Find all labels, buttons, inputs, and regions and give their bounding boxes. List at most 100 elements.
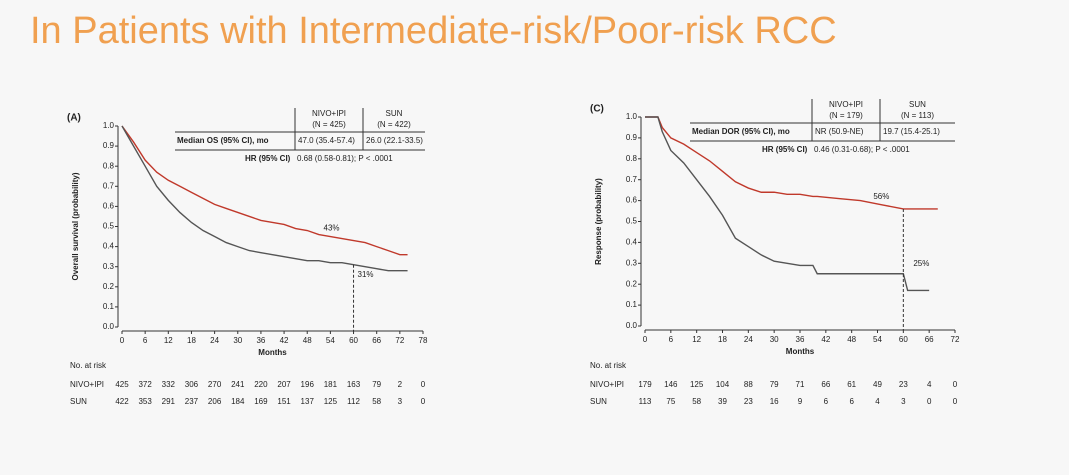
y-tick-label: 0.9 — [103, 141, 115, 150]
x-tick-label: 48 — [847, 335, 856, 344]
y-tick-label: 0.2 — [103, 282, 115, 291]
x-tick-label: 60 — [349, 336, 358, 345]
table-cell: 26.0 (22.1-33.5) — [366, 136, 423, 145]
y-tick-label: 0.8 — [103, 161, 115, 170]
at-risk-value: 241 — [231, 380, 245, 389]
at-risk-value: 39 — [718, 397, 727, 406]
at-risk-name: SUN — [590, 397, 607, 406]
table-cell: 47.0 (35.4-57.4) — [298, 136, 355, 145]
at-risk-value: 58 — [372, 397, 381, 406]
at-risk-value: 169 — [254, 397, 268, 406]
hr-text: 0.46 (0.31-0.68); P < .0001 — [814, 145, 910, 154]
x-tick-label: 42 — [821, 335, 830, 344]
x-tick-label: 12 — [164, 336, 173, 345]
x-tick-label: 72 — [951, 335, 960, 344]
x-axis-label: Months — [786, 347, 815, 356]
at-risk-name: NIVO+IPI — [70, 380, 104, 389]
y-tick-label: 0.3 — [626, 258, 638, 267]
at-risk-value: 163 — [347, 380, 361, 389]
x-tick-label: 42 — [280, 336, 289, 345]
table-cell: 19.7 (15.4-25.1) — [883, 127, 940, 136]
at-risk-value: 61 — [847, 380, 856, 389]
at-risk-value: 2 — [398, 380, 403, 389]
at-risk-value: 179 — [638, 380, 652, 389]
hr-label: HR (95% CI) — [245, 154, 291, 163]
x-tick-label: 18 — [187, 336, 196, 345]
annotation: 31% — [358, 270, 374, 279]
y-tick-label: 0.6 — [626, 196, 638, 205]
at-risk-value: 181 — [324, 380, 338, 389]
at-risk-value: 0 — [953, 380, 958, 389]
table-column-name: SUN — [386, 109, 403, 118]
at-risk-value: 332 — [162, 380, 176, 389]
y-tick-label: 1.0 — [626, 112, 638, 121]
y-tick-label: 0.0 — [103, 322, 115, 331]
at-risk-value: 151 — [277, 397, 291, 406]
at-risk-value: 196 — [301, 380, 315, 389]
table-column-n: (N = 179) — [829, 111, 863, 120]
annotation: 25% — [913, 259, 929, 268]
at-risk-value: 88 — [744, 380, 753, 389]
x-tick-label: 36 — [256, 336, 265, 345]
curve — [645, 116, 930, 292]
at-risk-value: 184 — [231, 397, 245, 406]
at-risk-value: 6 — [849, 397, 854, 406]
at-risk-value: 79 — [372, 380, 381, 389]
at-risk-value: 353 — [138, 397, 152, 406]
at-risk-value: 71 — [796, 380, 805, 389]
at-risk-value: 0 — [927, 397, 932, 406]
x-tick-label: 6 — [669, 335, 674, 344]
y-axis-label: Response (probability) — [594, 178, 603, 265]
at-risk-value: 372 — [138, 380, 152, 389]
at-risk-value: 16 — [770, 397, 779, 406]
x-tick-label: 30 — [770, 335, 779, 344]
y-tick-label: 0.1 — [626, 300, 638, 309]
at-risk-value: 79 — [770, 380, 779, 389]
x-tick-label: 54 — [326, 336, 335, 345]
x-tick-label: 60 — [899, 335, 908, 344]
x-tick-label: 36 — [796, 335, 805, 344]
at-risk-value: 58 — [692, 397, 701, 406]
at-risk-value: 0 — [421, 397, 426, 406]
at-risk-value: 3 — [901, 397, 906, 406]
y-tick-label: 1.0 — [103, 121, 115, 130]
y-tick-label: 0.0 — [626, 321, 638, 330]
at-risk-value: 422 — [115, 397, 129, 406]
at-risk-value: 291 — [162, 397, 176, 406]
at-risk-value: 425 — [115, 380, 129, 389]
y-tick-label: 0.9 — [626, 133, 638, 142]
hr-label: HR (95% CI) — [762, 145, 808, 154]
at-risk-label: No. at risk — [590, 361, 627, 370]
at-risk-value: 6 — [824, 397, 829, 406]
at-risk-value: 206 — [208, 397, 222, 406]
at-risk-value: 75 — [666, 397, 675, 406]
x-tick-label: 0 — [120, 336, 125, 345]
x-tick-label: 18 — [718, 335, 727, 344]
at-risk-value: 207 — [277, 380, 291, 389]
table-column-name: NIVO+IPI — [829, 100, 863, 109]
annotation: 56% — [873, 192, 889, 201]
at-risk-value: 306 — [185, 380, 199, 389]
at-risk-name: SUN — [70, 397, 87, 406]
x-tick-label: 72 — [395, 336, 404, 345]
x-axis-label: Months — [258, 348, 287, 357]
at-risk-value: 23 — [899, 380, 908, 389]
at-risk-value: 3 — [398, 397, 403, 406]
y-tick-label: 0.6 — [103, 202, 115, 211]
y-tick-label: 0.7 — [626, 175, 638, 184]
curve — [121, 125, 408, 272]
x-tick-label: 78 — [419, 336, 428, 345]
slide-title: In Patients with Intermediate-risk/Poor-… — [30, 10, 837, 52]
at-risk-value: 104 — [716, 380, 730, 389]
table-column-n: (N = 425) — [312, 120, 346, 129]
at-risk-value: 0 — [421, 380, 426, 389]
curve — [645, 116, 938, 210]
table-column-name: SUN — [909, 100, 926, 109]
at-risk-value: 9 — [798, 397, 803, 406]
at-risk-value: 113 — [639, 397, 652, 406]
at-risk-value: 66 — [821, 380, 830, 389]
y-tick-label: 0.5 — [626, 217, 638, 226]
table-cell: NR (50.9-NE) — [815, 127, 864, 136]
x-tick-label: 54 — [873, 335, 882, 344]
at-risk-label: No. at risk — [70, 361, 107, 370]
